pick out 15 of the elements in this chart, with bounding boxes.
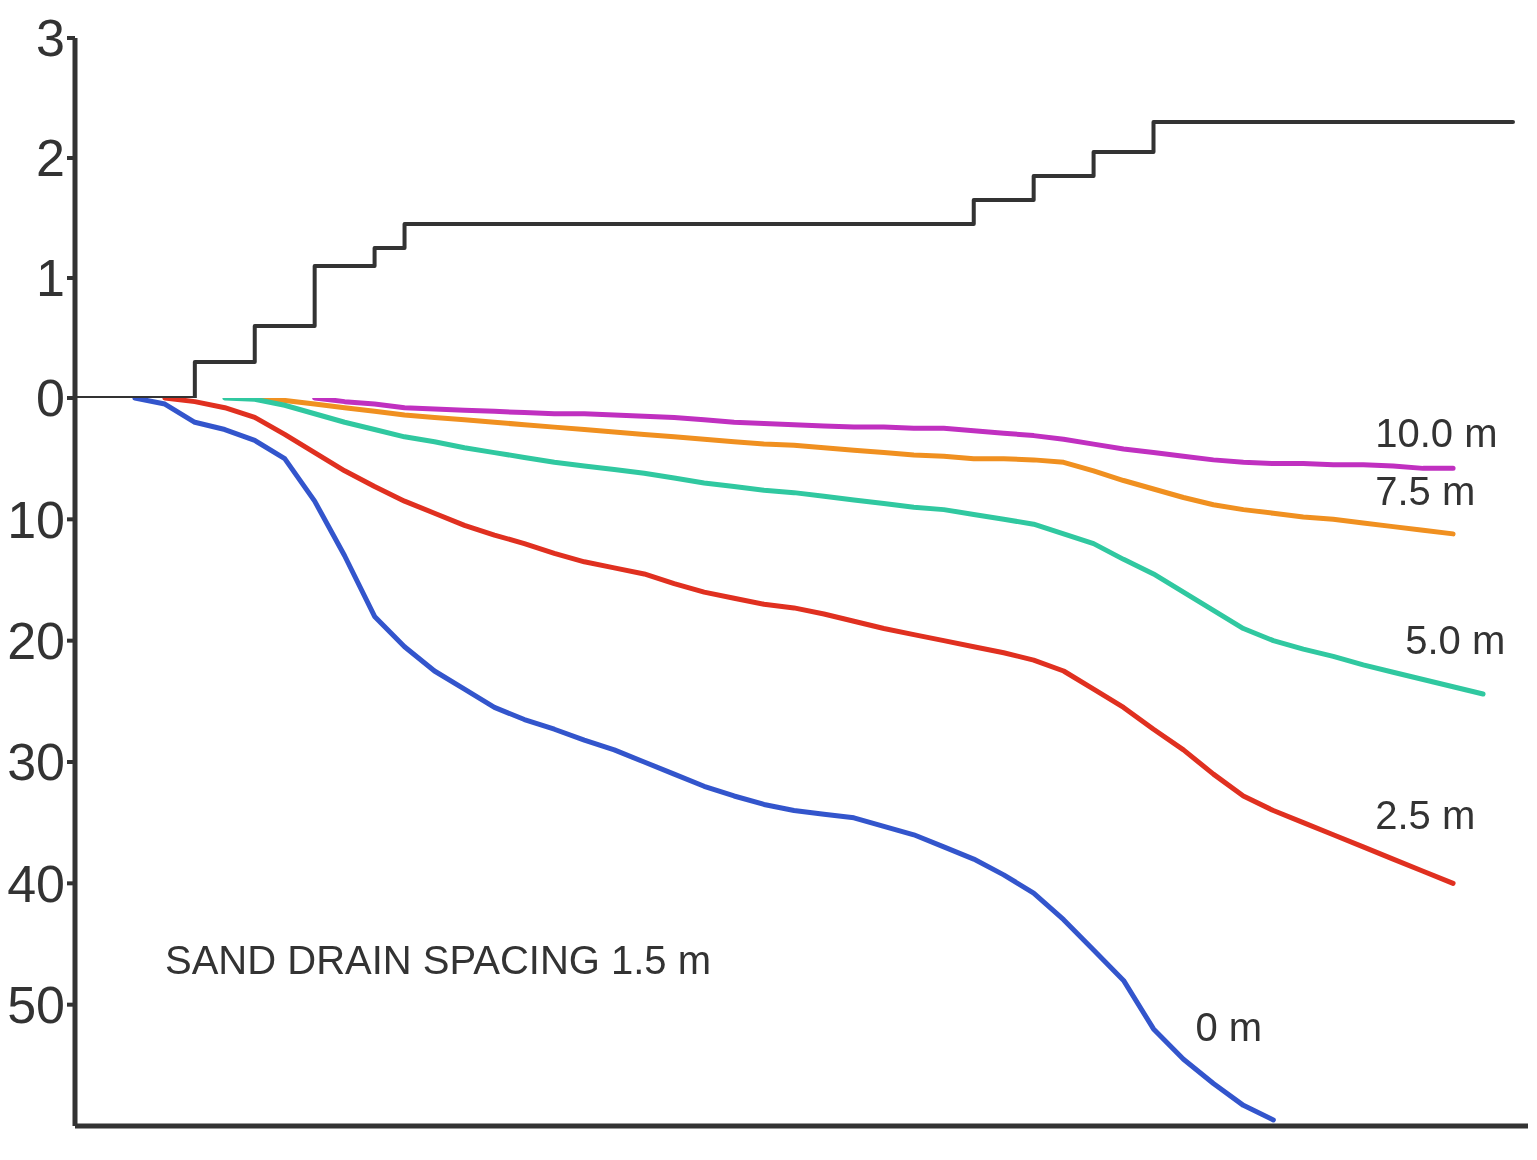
y-tick-label: 0 (36, 369, 65, 428)
y-tick-label: 1 (36, 249, 65, 308)
series-label: 7.5 m (1375, 468, 1476, 513)
series-label: 0 m (1195, 1005, 1263, 1050)
y-tick-label: 20 (7, 612, 65, 671)
y-tick-label: 3 (36, 9, 65, 68)
y-tick-label: 50 (7, 976, 65, 1035)
y-tick-label: 30 (7, 733, 65, 792)
y-tick-label: 40 (7, 854, 65, 913)
series-label: 5.0 m (1405, 618, 1506, 663)
y-tick-label: 2 (36, 129, 65, 188)
y-tick-label: 10 (7, 490, 65, 549)
series-label: 10.0 m (1375, 410, 1498, 455)
series-label: 2.5 m (1375, 792, 1476, 837)
annotation: SAND DRAIN SPACING 1.5 m (165, 938, 712, 983)
